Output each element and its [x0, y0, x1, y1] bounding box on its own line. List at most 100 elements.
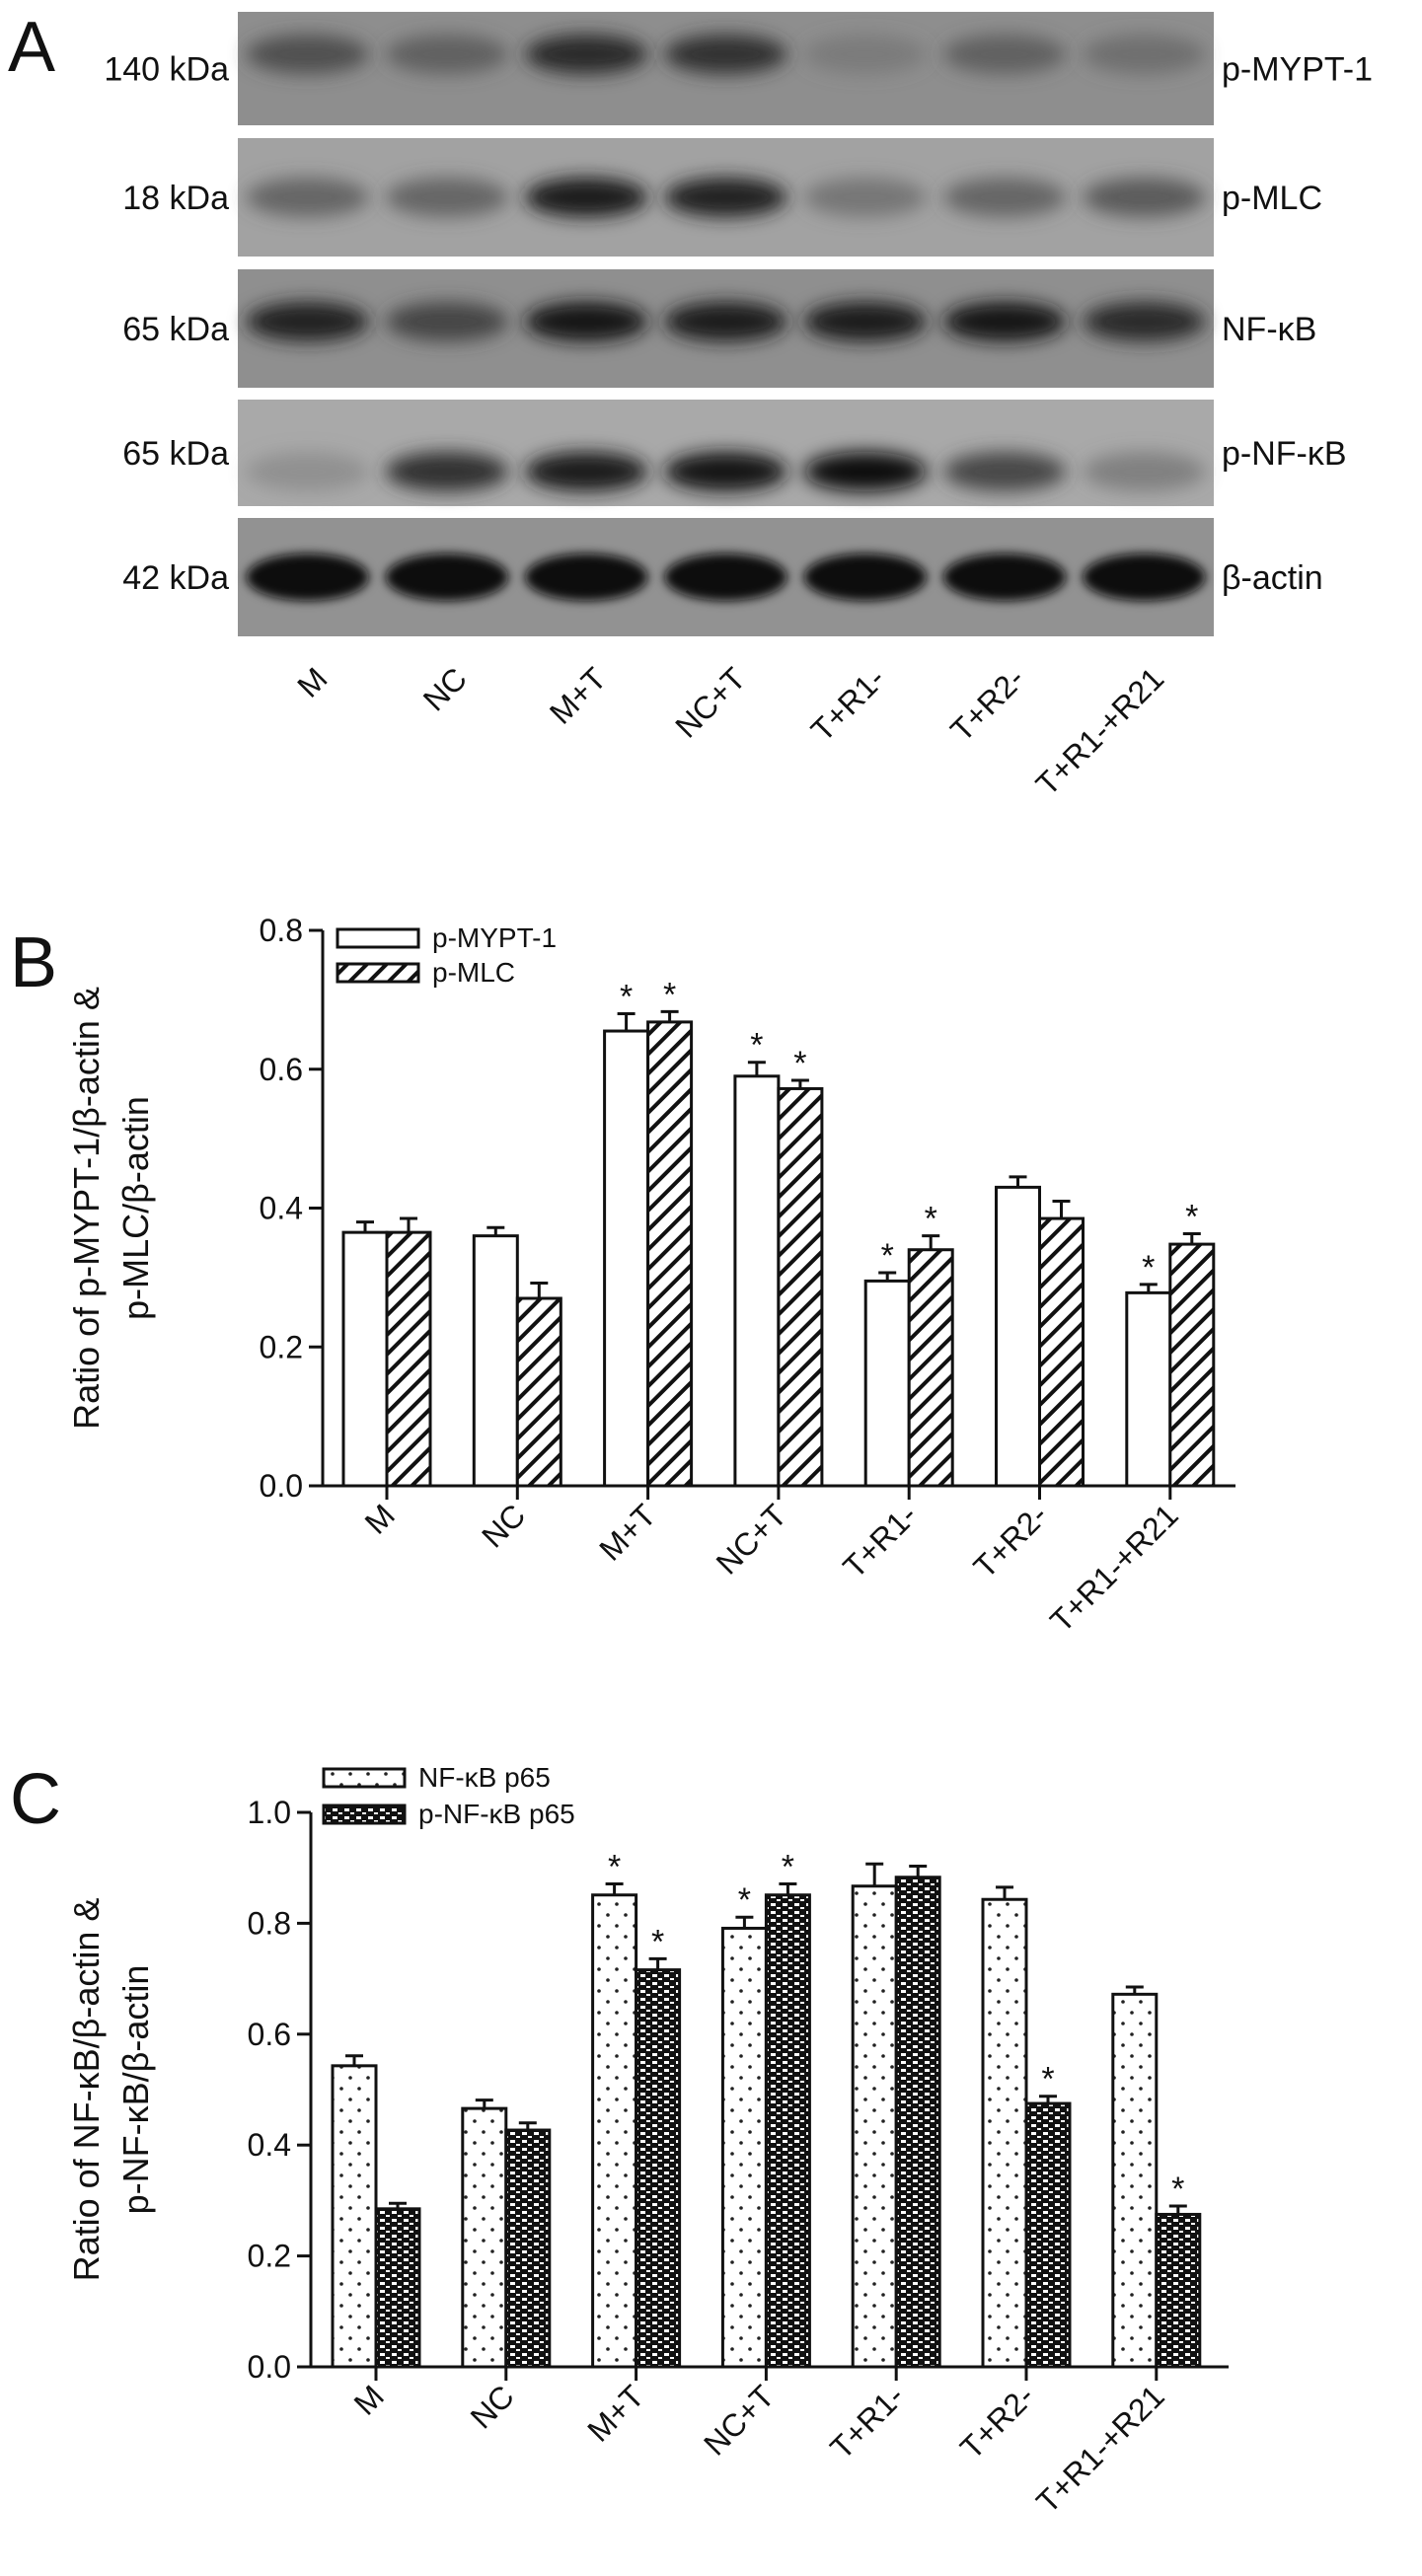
x-tick-label: T+R1-+R21: [1043, 1497, 1185, 1639]
y-tick-label: 0.2: [248, 2239, 291, 2274]
bar-group: NC: [472, 1225, 562, 1555]
blot-band: [525, 302, 648, 341]
protein-label: p-MLC: [1222, 180, 1322, 217]
significance-marker: *: [793, 1045, 806, 1082]
significance-marker: *: [782, 1848, 794, 1885]
significance-marker: *: [1041, 2061, 1054, 2098]
bar: [341, 1230, 389, 1488]
bar: [472, 1234, 519, 1488]
y-tick-label: 0.6: [248, 2017, 291, 2052]
blot-band: [1083, 553, 1206, 601]
bar: [1168, 1242, 1216, 1488]
significance-marker: *: [608, 1848, 621, 1885]
x-tick-label: T+R1-+R21: [1029, 2378, 1171, 2520]
bar: [1038, 1216, 1085, 1488]
lane-label: NC+T: [668, 660, 752, 744]
y-axis-title: Ratio of p-MYPT-1/β-actin &: [66, 987, 107, 1430]
bar-group: * * M+T: [580, 1848, 682, 2449]
x-tick-label: NC+T: [697, 2378, 781, 2462]
significance-marker: *: [925, 1201, 937, 1238]
blot-row: 18 kDa p-MLC: [122, 138, 1322, 257]
bar-group: * * T+R1-: [836, 1201, 954, 1584]
bar-group: NC: [461, 2098, 552, 2436]
blot-band: [1083, 35, 1206, 74]
blot-band: [803, 178, 927, 217]
blot-band: [942, 553, 1067, 601]
bar: [777, 1086, 824, 1488]
significance-marker: *: [1185, 1199, 1198, 1236]
significance-marker: *: [738, 1881, 751, 1919]
blot-band: [803, 35, 927, 74]
blot-band: [1083, 302, 1206, 341]
blot-band: [1083, 178, 1206, 217]
y-tick-label: 0.0: [248, 2349, 291, 2385]
x-tick-label: M: [358, 1497, 402, 1540]
bar: [331, 2064, 378, 2369]
y-axis-title: p-MLC/β-actin: [115, 1096, 156, 1320]
x-tick-label: NC+T: [710, 1497, 793, 1581]
blot-band: [664, 178, 787, 217]
blot-band: [942, 178, 1067, 217]
lane-label: NC: [416, 660, 474, 717]
x-tick-label: M+T: [580, 2378, 650, 2448]
legend-swatch: [322, 1767, 407, 1789]
bar: [720, 1926, 768, 2369]
y-tick-label: 0.6: [260, 1052, 303, 1087]
significance-marker: *: [881, 1237, 894, 1275]
blot-band: [942, 302, 1067, 341]
x-tick-label: T+R2-: [953, 2378, 1041, 2466]
bar: [851, 1884, 898, 2369]
bar: [635, 1968, 682, 2369]
blot-band: [385, 35, 509, 74]
y-axis-title: Ratio of NF-κB/β-actin &: [66, 1898, 107, 2282]
blot-band: [664, 553, 787, 601]
significance-marker: *: [1142, 1249, 1155, 1287]
blot-band: [385, 178, 509, 217]
bar-group: T+R2-: [966, 1175, 1085, 1584]
bar: [515, 1296, 562, 1488]
legend-label: NF-κB p65: [418, 1762, 551, 1793]
bar: [764, 1893, 811, 2369]
blot-band: [246, 452, 369, 491]
lane-label: M: [290, 660, 334, 703]
blot-band: [246, 178, 369, 217]
blot-band: [942, 35, 1067, 74]
significance-marker: *: [620, 978, 633, 1015]
blot-band: [664, 302, 787, 341]
blot-row: 42 kDa β-actin: [122, 518, 1323, 636]
bar-chart-phospho-mypt-mlc: B 0.0 0.2 0.4 0.6 0.8 Ratio of p-MYPT-1/β-act…: [10, 913, 1235, 1639]
y-tick-label: 0.4: [260, 1191, 303, 1226]
significance-marker: *: [663, 976, 676, 1013]
blot-band: [1083, 452, 1206, 491]
bar: [907, 1248, 954, 1488]
blot-row: 65 kDa p-NF-κB: [122, 400, 1347, 506]
blot-band: [246, 35, 369, 74]
legend: NF-κB p65 p-NF-κB p65: [322, 1762, 575, 1829]
molecular-weight-label: 140 kDa: [104, 51, 229, 89]
x-tick-label: M+T: [592, 1497, 662, 1567]
bar: [733, 1074, 781, 1488]
panel-letter-a: A: [8, 8, 55, 87]
bar-group: T+R1-: [823, 1862, 941, 2466]
x-tick-label: NC: [464, 2378, 521, 2435]
bar-chart-nfkb: C 0.0 0.2 0.4 0.6 0.8 1.0 Ratio of NF-κB/β-act…: [10, 1760, 1229, 2520]
blot-band: [525, 553, 648, 601]
bar-group: * * M+T: [592, 976, 694, 1568]
blot-band: [942, 452, 1067, 491]
y-axis-title: p-NF-κB/β-actin: [115, 1965, 156, 2215]
bar: [374, 2207, 421, 2369]
bar: [461, 2106, 508, 2369]
significance-marker: *: [651, 1923, 664, 1960]
x-tick-label: T+R2-: [966, 1497, 1054, 1584]
y-tick-label: 0.4: [248, 2127, 291, 2163]
bar-group: * * NC+T: [697, 1848, 811, 2463]
blot-band: [385, 302, 509, 341]
bar: [1024, 2101, 1072, 2369]
lane-label: M+T: [543, 660, 613, 730]
bar: [603, 1029, 650, 1488]
lane-label: T+R1-: [804, 660, 892, 748]
x-tick-label: NC: [475, 1497, 532, 1554]
bar: [1155, 2212, 1202, 2369]
